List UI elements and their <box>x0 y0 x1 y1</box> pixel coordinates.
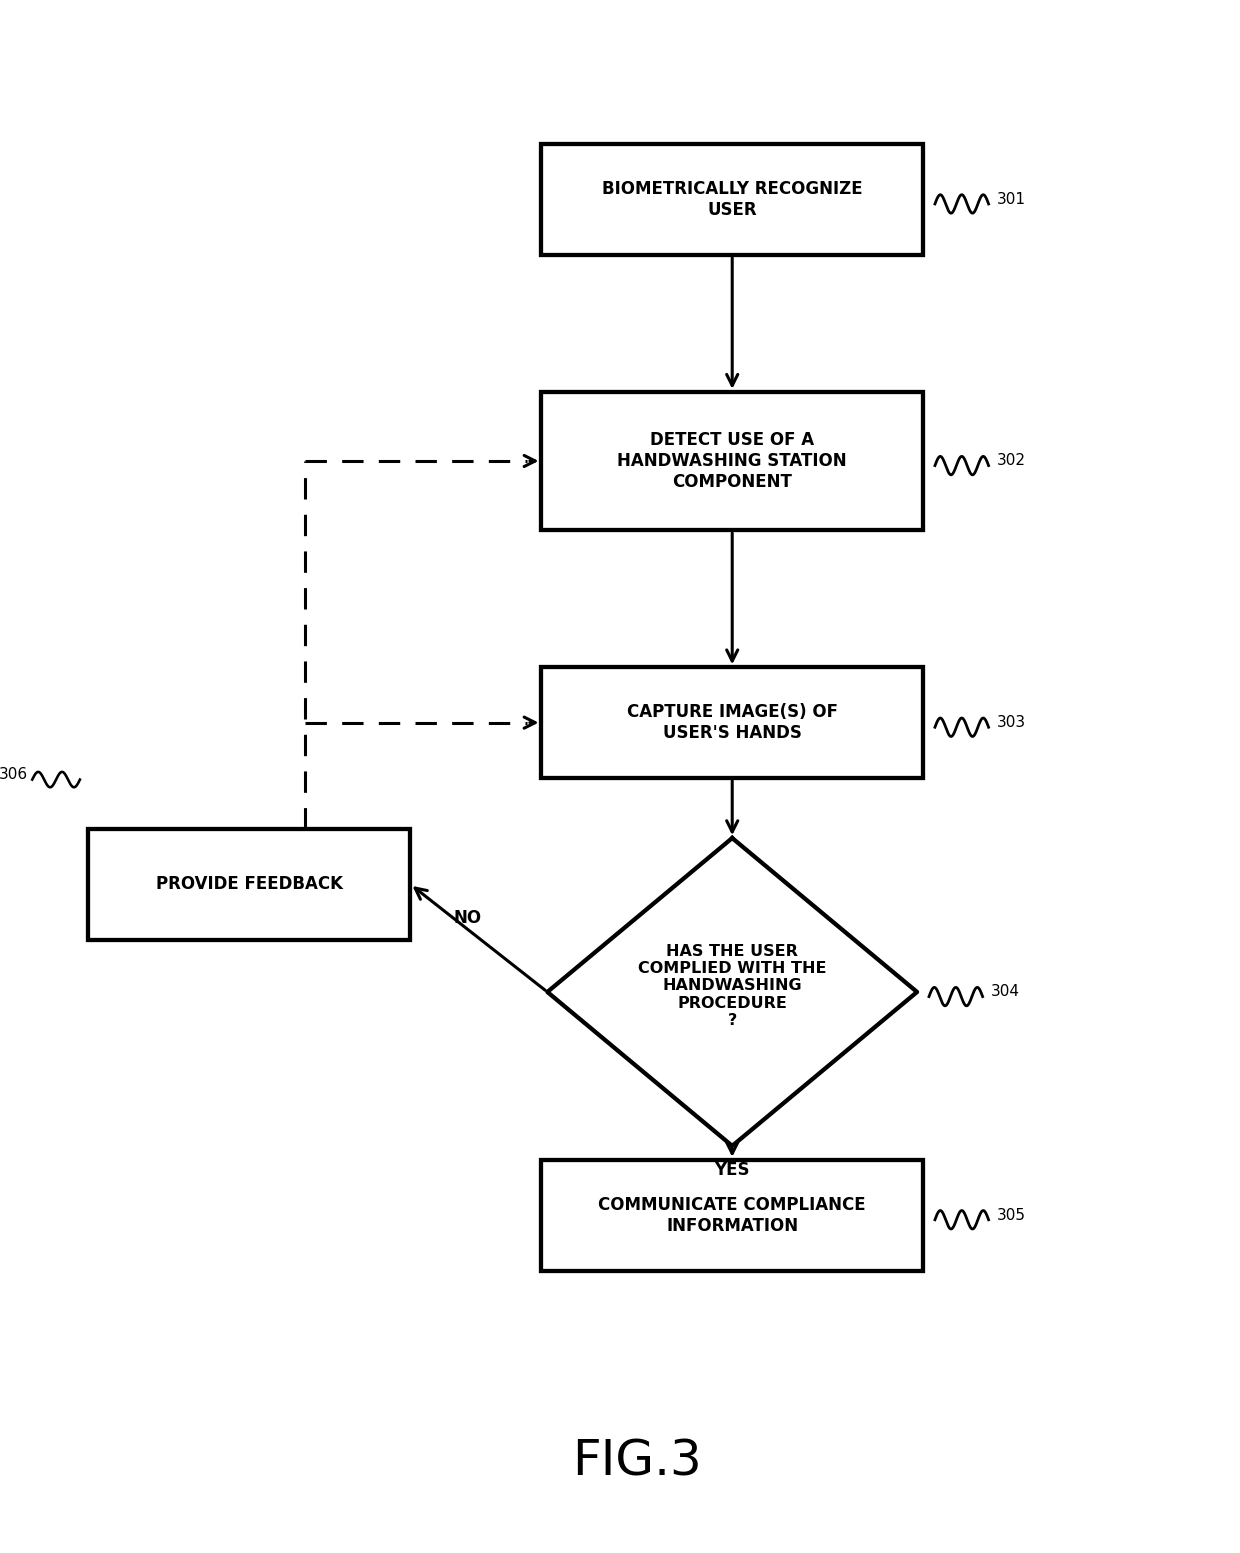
Text: YES: YES <box>714 1162 750 1179</box>
FancyBboxPatch shape <box>542 391 923 530</box>
Text: 302: 302 <box>997 453 1025 469</box>
Text: CAPTURE IMAGE(S) OF
USER'S HANDS: CAPTURE IMAGE(S) OF USER'S HANDS <box>626 704 838 742</box>
Text: 301: 301 <box>997 193 1025 207</box>
FancyBboxPatch shape <box>542 1160 923 1270</box>
FancyBboxPatch shape <box>542 144 923 255</box>
Text: COMMUNICATE COMPLIANCE
INFORMATION: COMMUNICATE COMPLIANCE INFORMATION <box>599 1196 866 1235</box>
Text: DETECT USE OF A
HANDWASHING STATION
COMPONENT: DETECT USE OF A HANDWASHING STATION COMP… <box>618 432 847 491</box>
Text: 306: 306 <box>0 767 29 783</box>
Text: FIG.3: FIG.3 <box>572 1438 702 1485</box>
Text: BIOMETRICALLY RECOGNIZE
USER: BIOMETRICALLY RECOGNIZE USER <box>601 180 863 219</box>
FancyBboxPatch shape <box>88 829 410 940</box>
Text: HAS THE USER
COMPLIED WITH THE
HANDWASHING
PROCEDURE
?: HAS THE USER COMPLIED WITH THE HANDWASHI… <box>637 944 827 1028</box>
Text: 305: 305 <box>997 1208 1025 1222</box>
Text: 303: 303 <box>997 714 1025 730</box>
Polygon shape <box>547 839 918 1146</box>
Text: 304: 304 <box>991 985 1021 1000</box>
Text: NO: NO <box>454 909 482 927</box>
Text: PROVIDE FEEDBACK: PROVIDE FEEDBACK <box>156 876 342 893</box>
FancyBboxPatch shape <box>542 668 923 778</box>
